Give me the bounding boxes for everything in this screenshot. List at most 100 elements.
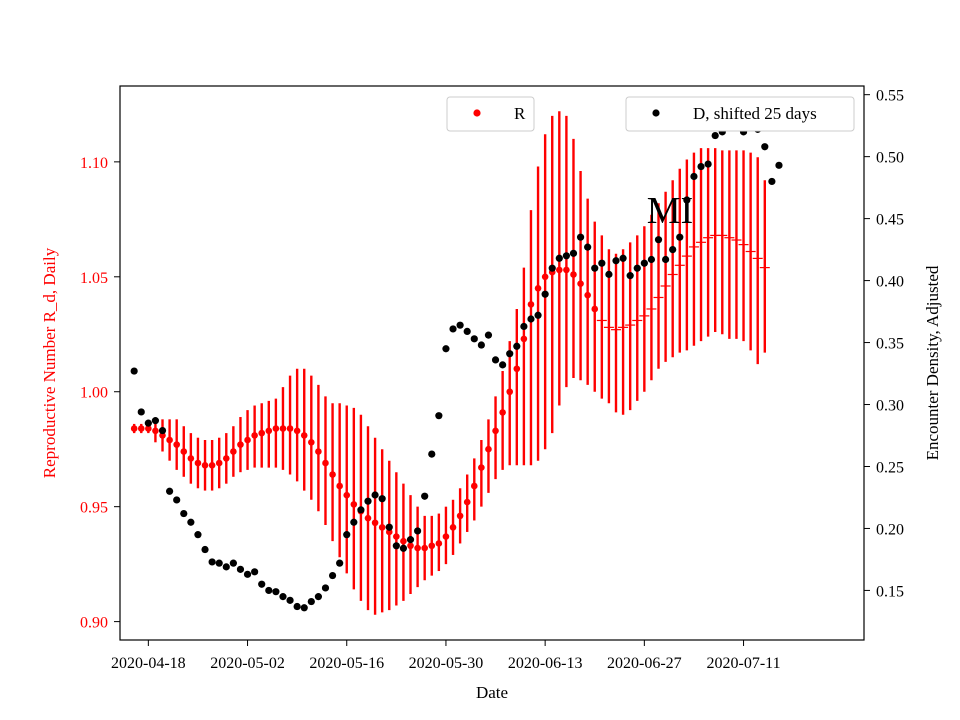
d-point bbox=[477, 341, 485, 349]
d-point bbox=[605, 270, 613, 278]
x-tick-label: 2020-04-18 bbox=[111, 655, 186, 672]
d-point bbox=[711, 131, 719, 140]
d-point bbox=[598, 259, 606, 267]
d-point bbox=[180, 509, 188, 518]
r-point bbox=[499, 409, 506, 416]
y-left-axis-title: Reproductive Number R_d, Daily bbox=[40, 247, 59, 478]
r-point bbox=[506, 388, 514, 396]
d-point bbox=[704, 160, 712, 168]
y-left-axis-ticks: 0.90 0.95 1.00 1.05 1.10 bbox=[80, 155, 120, 632]
r-point bbox=[237, 441, 244, 448]
r-point bbox=[371, 519, 379, 527]
d-point bbox=[506, 350, 514, 358]
r-point bbox=[329, 471, 336, 478]
d-point bbox=[392, 542, 400, 550]
d-point bbox=[364, 497, 372, 505]
d-point bbox=[158, 426, 167, 435]
r-point bbox=[534, 284, 542, 292]
d-point bbox=[378, 495, 386, 503]
r-point bbox=[478, 464, 485, 471]
r-point bbox=[222, 455, 230, 462]
y-right-tick-label: 0.15 bbox=[876, 583, 904, 600]
r-errorbars bbox=[132, 111, 770, 615]
d-point bbox=[243, 570, 252, 578]
r-point bbox=[492, 427, 499, 435]
r-point bbox=[541, 273, 549, 281]
y-right-axis-ticks: 0.15 0.20 0.25 0.30 0.35 0.40 0.45 0.50 0.55 bbox=[864, 88, 904, 600]
d-point bbox=[166, 487, 174, 495]
d-point bbox=[683, 196, 691, 204]
d-point bbox=[520, 322, 528, 331]
d-point bbox=[647, 255, 656, 264]
r-point bbox=[556, 266, 563, 274]
d-point bbox=[265, 586, 273, 595]
r-point bbox=[272, 425, 280, 432]
r-point bbox=[400, 537, 407, 545]
r-point bbox=[152, 427, 159, 435]
d-point bbox=[676, 233, 684, 241]
d-point bbox=[406, 536, 415, 544]
y-right-tick-label: 0.40 bbox=[876, 274, 904, 291]
legend-r-marker bbox=[473, 109, 481, 117]
r-point bbox=[428, 542, 436, 550]
r-point bbox=[520, 335, 528, 343]
y-right-tick-label: 0.20 bbox=[876, 521, 904, 538]
r-point bbox=[570, 271, 577, 278]
x-tick-label: 2020-07-11 bbox=[707, 655, 781, 672]
r-point bbox=[208, 461, 216, 469]
r-point bbox=[215, 459, 223, 467]
d-point bbox=[761, 143, 769, 151]
d-point bbox=[612, 257, 620, 265]
d-point bbox=[194, 531, 202, 539]
r-point bbox=[563, 266, 570, 274]
d-point bbox=[144, 419, 152, 427]
legend-r: R bbox=[446, 96, 535, 132]
d-point bbox=[286, 596, 294, 604]
r-point bbox=[315, 448, 322, 455]
d-point bbox=[279, 593, 287, 601]
d-point bbox=[201, 545, 209, 554]
r-point bbox=[414, 544, 421, 552]
d-point bbox=[343, 531, 351, 539]
r-point bbox=[513, 365, 521, 373]
d-point bbox=[626, 272, 634, 280]
r-point bbox=[527, 301, 535, 308]
r-point bbox=[293, 427, 301, 435]
d-point bbox=[321, 584, 330, 592]
y-right-tick-label: 0.30 bbox=[876, 398, 904, 415]
y-right-tick-label: 0.25 bbox=[876, 459, 904, 476]
d-point bbox=[499, 361, 507, 369]
d-point bbox=[371, 491, 379, 499]
d-point bbox=[690, 172, 698, 181]
d-point bbox=[591, 264, 599, 272]
r-point bbox=[591, 305, 599, 313]
y-right-axis-title: Encounter Density, Adjusted bbox=[923, 265, 942, 460]
d-point bbox=[442, 345, 450, 353]
r-point bbox=[336, 482, 343, 490]
d-point bbox=[470, 335, 478, 343]
d-point bbox=[173, 496, 181, 504]
d-point bbox=[293, 602, 301, 611]
r-point bbox=[378, 524, 386, 531]
r-point bbox=[258, 429, 266, 437]
legend-d: D, shifted 25 days bbox=[625, 96, 855, 132]
d-point bbox=[513, 342, 521, 350]
d-point bbox=[251, 568, 259, 576]
y-left-tick-label: 0.95 bbox=[80, 500, 108, 517]
d-point bbox=[300, 604, 308, 612]
d-point bbox=[229, 559, 237, 567]
r-point bbox=[265, 427, 273, 435]
d-point bbox=[669, 245, 677, 254]
r-point bbox=[187, 455, 195, 462]
r-point bbox=[173, 441, 180, 448]
r-point bbox=[442, 533, 450, 540]
r-point bbox=[308, 439, 315, 446]
d-point bbox=[562, 252, 571, 260]
y-left-tick-label: 1.00 bbox=[80, 385, 108, 402]
legend-d-marker bbox=[652, 109, 660, 117]
r-point bbox=[364, 514, 372, 522]
d-point bbox=[548, 264, 556, 272]
d-point bbox=[336, 559, 344, 567]
d-point bbox=[640, 259, 648, 267]
